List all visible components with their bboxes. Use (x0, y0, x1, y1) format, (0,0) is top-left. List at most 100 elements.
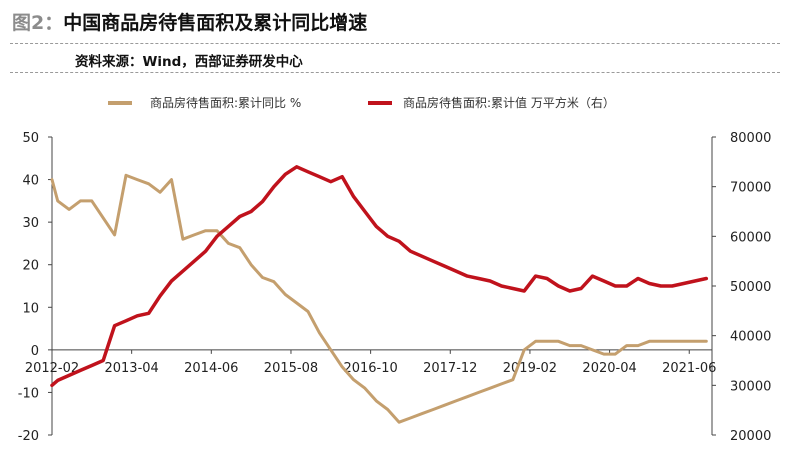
data-point (682, 340, 685, 343)
data-point (671, 285, 673, 287)
data-point (386, 235, 389, 238)
data-point (182, 270, 184, 272)
data-point (466, 395, 469, 398)
data-point (660, 285, 662, 287)
series-layer (50, 165, 709, 424)
data-point (125, 174, 127, 177)
left-tick-label: 30 (22, 216, 39, 231)
source-divider (10, 72, 780, 73)
data-point (569, 290, 571, 292)
data-point (432, 260, 435, 263)
data-point (421, 255, 423, 257)
data-point (375, 225, 378, 228)
data-point (193, 260, 195, 263)
data-point (318, 332, 321, 334)
data-point (557, 340, 560, 343)
legend-label-right-series: 商品房待售面积:累计值 万平方米（右） (403, 95, 615, 110)
data-point (432, 408, 435, 411)
left-tick-label: 40 (22, 174, 39, 189)
data-point (409, 250, 412, 252)
data-point (273, 280, 275, 283)
left-tick-label: 10 (22, 301, 39, 316)
data-point (182, 238, 184, 240)
data-point (147, 183, 150, 185)
data-point (250, 210, 252, 213)
data-point (341, 366, 344, 368)
data-point (51, 384, 53, 387)
data-point (443, 265, 446, 267)
data-point (136, 315, 139, 317)
data-point (239, 215, 241, 218)
data-point (455, 400, 457, 402)
data-point (136, 178, 139, 181)
data-point (102, 359, 104, 362)
data-point (113, 234, 116, 236)
figure-title-text: 中国商品房待售面积及累计同比增速 (63, 12, 368, 34)
data-point (204, 250, 207, 252)
data-point (386, 408, 389, 411)
data-point (625, 344, 628, 347)
right-tick-label: 20000 (730, 429, 771, 444)
data-point (580, 344, 582, 347)
data-point (56, 200, 59, 202)
data-point (500, 285, 503, 287)
data-point (295, 302, 298, 304)
data-point (534, 275, 537, 277)
data-point (648, 282, 651, 285)
data-point (307, 171, 309, 173)
data-point (159, 191, 161, 194)
data-point (591, 275, 594, 277)
data-point (193, 234, 195, 236)
left-tick-label: 0 (31, 344, 39, 359)
data-point (455, 270, 457, 272)
series-line-right (50, 165, 709, 388)
data-point (51, 178, 53, 181)
data-point (261, 276, 264, 279)
axes: -20 -10 0 10 20 30 40 50 20000 30000 40000 50000 600… (18, 131, 772, 444)
data-point (477, 277, 480, 280)
data-point (68, 208, 70, 211)
right-tick-label: 40000 (730, 330, 771, 345)
data-point (614, 285, 617, 287)
data-point (79, 200, 82, 202)
data-point (102, 217, 104, 219)
data-point (489, 280, 491, 282)
legend: 商品房待售面积:累计同比 % 商品房待售面积:累计值 万平方米（右） (108, 95, 615, 110)
series-line-left (50, 173, 708, 424)
data-point (466, 275, 469, 277)
data-point (648, 340, 651, 343)
data-point (318, 175, 321, 178)
data-point (113, 324, 116, 327)
data-point (295, 166, 298, 168)
data-point (216, 235, 218, 238)
left-tick-label: -10 (18, 386, 39, 401)
data-point (546, 340, 548, 343)
data-point (79, 369, 82, 372)
x-tick-label: 2019-02 (503, 361, 557, 376)
right-tick-label: 80000 (730, 131, 771, 146)
data-point (603, 280, 605, 282)
right-tick-label: 50000 (730, 280, 771, 295)
data-point (512, 378, 514, 381)
data-point (375, 400, 378, 402)
data-point (147, 312, 150, 315)
data-point (91, 364, 93, 367)
data-point (330, 180, 332, 183)
data-point (170, 178, 173, 181)
data-point (204, 229, 207, 232)
data-point (580, 287, 582, 290)
left-tick-label: 20 (22, 259, 39, 274)
data-point (170, 280, 173, 282)
data-point (91, 200, 93, 202)
data-point (523, 290, 525, 292)
data-point (250, 263, 252, 266)
data-point (705, 340, 708, 343)
data-point (694, 280, 696, 282)
data-point (239, 246, 241, 249)
data-point (625, 285, 628, 287)
data-point (261, 200, 264, 203)
data-point (694, 340, 696, 343)
data-point (68, 374, 70, 377)
data-point (341, 175, 344, 178)
